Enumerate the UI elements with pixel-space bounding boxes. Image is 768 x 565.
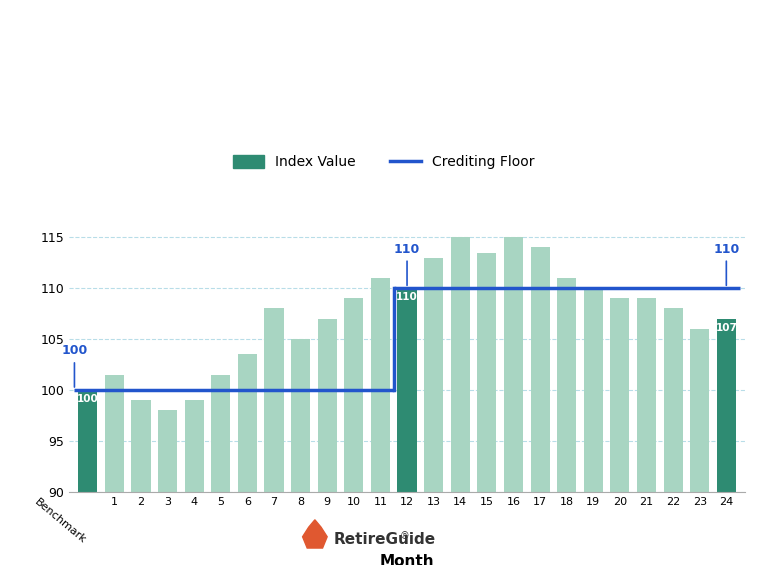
Bar xyxy=(664,308,683,492)
Text: RetireGuide: RetireGuide xyxy=(334,532,436,547)
Text: (24 Month View): (24 Month View) xyxy=(307,99,461,117)
X-axis label: Month: Month xyxy=(379,554,435,565)
Bar xyxy=(318,319,337,492)
Bar xyxy=(557,278,576,492)
Text: 107: 107 xyxy=(716,323,737,333)
Text: 110: 110 xyxy=(713,242,740,285)
Bar xyxy=(291,339,310,492)
Bar xyxy=(477,253,496,492)
Polygon shape xyxy=(303,520,327,548)
Text: 100: 100 xyxy=(61,344,88,387)
Bar xyxy=(211,375,230,492)
Bar xyxy=(371,278,390,492)
Bar xyxy=(184,400,204,492)
Bar xyxy=(78,390,98,492)
Bar xyxy=(584,288,603,492)
Bar xyxy=(637,298,656,492)
Text: 1 Year Point to Point Credit Method: 1 Year Point to Point Credit Method xyxy=(175,42,593,63)
Bar xyxy=(104,375,124,492)
Bar xyxy=(611,298,630,492)
Bar xyxy=(451,237,470,492)
Bar xyxy=(717,319,736,492)
Text: 110: 110 xyxy=(396,292,418,302)
Bar xyxy=(344,298,363,492)
Bar xyxy=(398,288,416,492)
Bar xyxy=(504,237,523,492)
Text: ®: ® xyxy=(399,531,409,541)
Bar xyxy=(531,247,550,492)
Bar xyxy=(424,258,443,492)
Text: 100: 100 xyxy=(77,394,98,404)
Bar xyxy=(264,308,283,492)
Bar xyxy=(238,354,257,492)
Legend: Index Value, Crediting Floor: Index Value, Crediting Floor xyxy=(228,150,540,175)
Bar xyxy=(158,410,177,492)
Bar xyxy=(690,329,710,492)
Bar xyxy=(131,400,151,492)
Text: 110: 110 xyxy=(394,242,420,285)
